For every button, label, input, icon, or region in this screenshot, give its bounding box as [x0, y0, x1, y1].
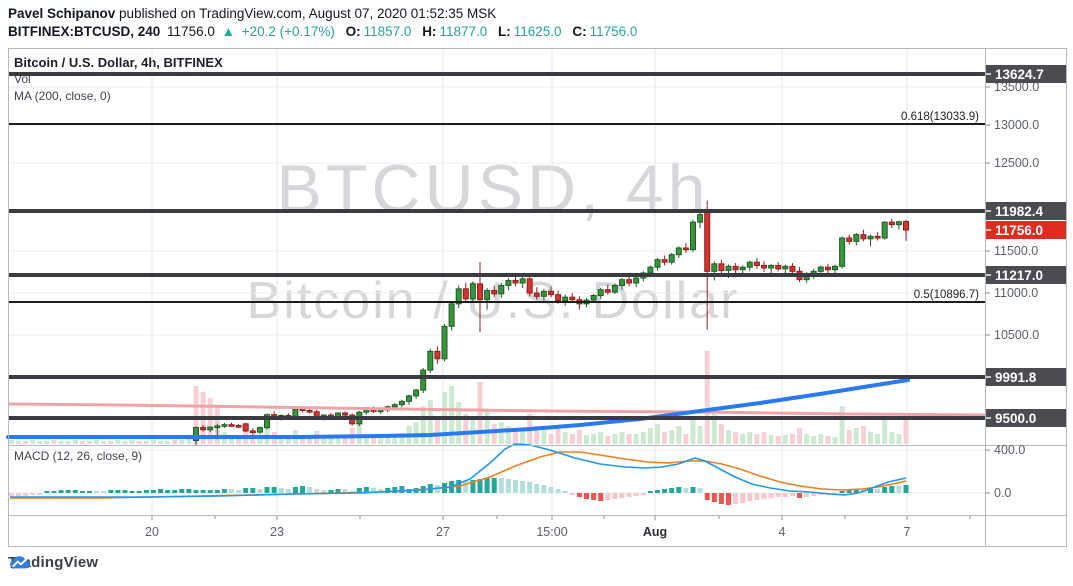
up-arrow-icon: ▲ — [221, 24, 235, 39]
tradingview-logo-label: TradingView — [8, 554, 99, 571]
svg-text:MACD (12, 26, close, 9): MACD (12, 26, close, 9) — [14, 449, 142, 463]
svg-text:0.5(10896.7): 0.5(10896.7) — [914, 289, 979, 301]
close-value: 11756.0 — [589, 24, 638, 39]
svg-text:10500.0: 10500.0 — [994, 328, 1039, 342]
open-value: 11857.0 — [363, 24, 412, 39]
svg-text:0.618(13033.9): 0.618(13033.9) — [901, 111, 979, 123]
svg-text:BTCUSD, 4h: BTCUSD, 4h — [277, 151, 710, 227]
high-value: 11877.0 — [439, 24, 488, 39]
svg-text:11982.4: 11982.4 — [995, 204, 1044, 219]
macd-layer — [8, 443, 909, 505]
byline-row: Pavel Schipanov published on TradingView… — [8, 5, 637, 23]
svg-text:9500.0: 9500.0 — [995, 411, 1036, 426]
low-label: L: — [498, 24, 511, 39]
price-badge — [986, 368, 1066, 386]
volume-layer — [8, 351, 909, 444]
price-badge — [986, 202, 1066, 220]
svg-text:13624.7: 13624.7 — [995, 67, 1044, 82]
tradingview-cloud-icon — [10, 556, 30, 569]
chart-frame — [8, 48, 1067, 547]
author-name: Pavel Schipanov — [8, 6, 116, 21]
svg-text:27: 27 — [436, 525, 450, 539]
price-badge — [986, 409, 1066, 427]
price-badge — [986, 221, 1066, 239]
high-label: H: — [422, 24, 437, 39]
ma-200-line — [7, 402, 986, 417]
svg-text:4: 4 — [779, 525, 786, 539]
svg-text:13500.0: 13500.0 — [994, 80, 1039, 94]
svg-text:12500.0: 12500.0 — [994, 156, 1039, 170]
byline-text: published on TradingView.com, August 07,… — [115, 6, 497, 21]
price-change: +20.2 (+0.17%) — [241, 24, 335, 39]
svg-text:11756.0: 11756.0 — [995, 223, 1043, 238]
svg-text:9991.8: 9991.8 — [995, 370, 1037, 385]
levels-layer: 0.618(13033.9) 0.5(10896.7) — [8, 72, 985, 420]
svg-text:7: 7 — [904, 525, 911, 539]
svg-text:23: 23 — [270, 525, 284, 539]
svg-text:20: 20 — [145, 525, 159, 539]
time-axis[interactable]: 20 23 27 15:00 Aug 4 7 — [145, 516, 971, 539]
price-axis[interactable]: 13500.0 13000.0 12500.0 11500.0 11000.0 10500… — [985, 80, 1039, 500]
trend-line — [6, 378, 910, 439]
tradingview-logo[interactable]: TradingView — [8, 554, 98, 571]
price-badge — [986, 65, 1066, 83]
close-label: C: — [572, 24, 587, 39]
price-badge — [986, 266, 1066, 284]
header: Pavel Schipanov published on TradingView… — [8, 5, 637, 41]
macd-line — [10, 443, 907, 498]
pane-legend: Bitcoin / U.S. Dollar, 4h, BITFINEXVolMA… — [14, 55, 223, 463]
open-label: O: — [345, 24, 361, 39]
svg-text:Aug: Aug — [643, 525, 667, 539]
last-price: 11756.0 — [167, 24, 215, 39]
low-value: 11625.0 — [513, 24, 562, 39]
svg-text:MA (200, close, 0): MA (200, close, 0) — [14, 89, 111, 103]
svg-text:11217.0: 11217.0 — [995, 268, 1043, 283]
svg-text:11500.0: 11500.0 — [994, 244, 1038, 258]
symbol-interval: BITFINEX:BTCUSD, 240 — [8, 24, 161, 39]
candles-layer — [193, 200, 909, 446]
quote-row: BITFINEX:BTCUSD, 240 11756.0 ▲ +20.2 (+0… — [8, 23, 637, 41]
svg-text:11000.0: 11000.0 — [994, 286, 1038, 300]
svg-text:Bitcoin / U.S. Dollar, 4h, BIT: Bitcoin / U.S. Dollar, 4h, BITFINEX — [14, 55, 223, 70]
svg-text:0.0: 0.0 — [994, 486, 1011, 500]
svg-text:15:00: 15:00 — [536, 525, 567, 539]
svg-text:400.0: 400.0 — [994, 443, 1025, 457]
overlay-lines — [6, 378, 986, 439]
svg-text:13000.0: 13000.0 — [994, 118, 1039, 132]
price-badges: 13624.7 11982.4 11756.0 11217.0 9991.8 9500.0 — [986, 65, 1066, 427]
